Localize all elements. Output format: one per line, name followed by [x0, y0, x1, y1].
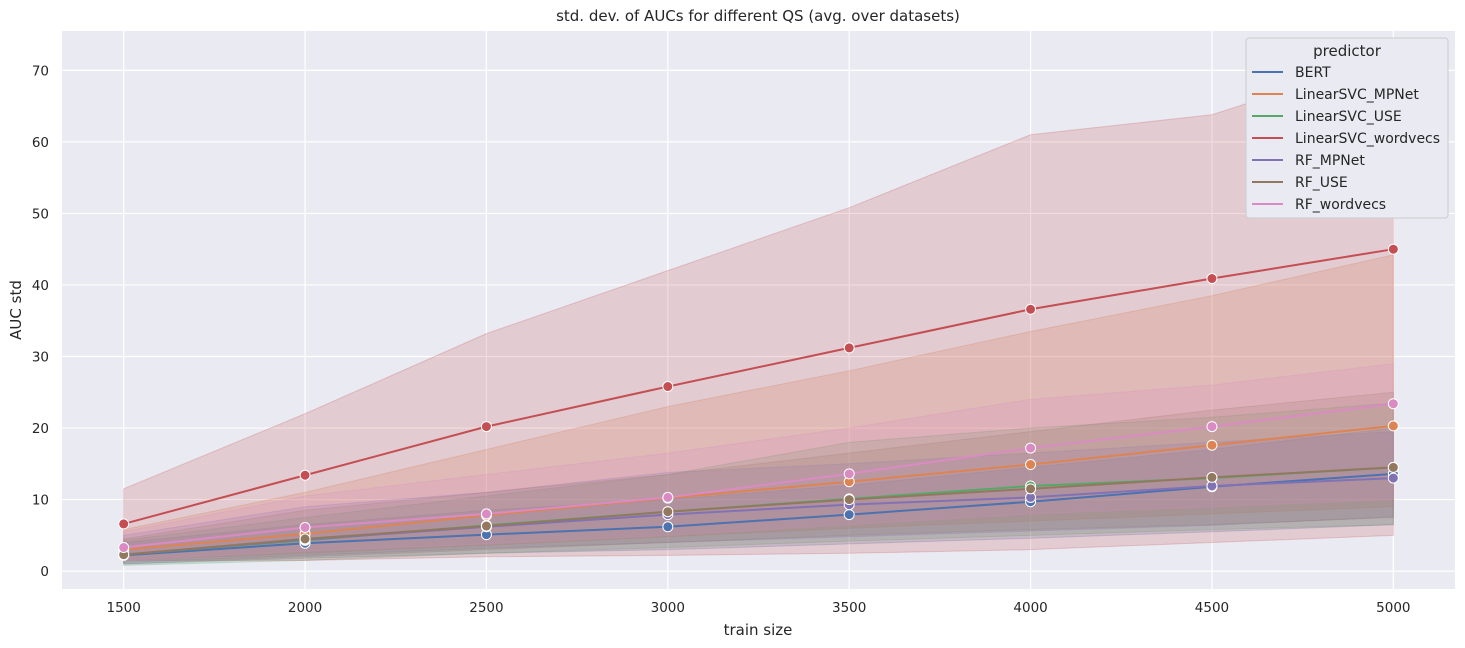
legend-label: LinearSVC_MPNet [1295, 87, 1419, 103]
x-tick-label: 2000 [288, 600, 322, 616]
legend-label: RF_wordvecs [1295, 197, 1386, 213]
point-linearsvc-mpnet [1025, 459, 1037, 471]
series-lines [123, 248, 1394, 557]
y-tick-label: 30 [32, 350, 49, 366]
legend-item-rf-use: RF_USE [1252, 175, 1348, 191]
x-axis-label: train size [724, 621, 793, 639]
legend-label: RF_MPNet [1295, 153, 1365, 169]
legend-label: LinearSVC_USE [1295, 109, 1402, 125]
series-markers [118, 243, 1399, 561]
point-rf-wordvecs [299, 521, 311, 533]
point-linearsvc-wordvecs [1206, 273, 1218, 285]
line-bert [123, 472, 1394, 557]
point-linearsvc-wordvecs [1025, 303, 1037, 315]
x-tick-label: 3000 [651, 600, 685, 616]
legend-item-rf-mpnet: RF_MPNet [1252, 153, 1365, 169]
legend: predictor BERT LinearSVC_MPNet LinearSVC_U… [1245, 37, 1449, 219]
point-linearsvc-wordvecs [1387, 243, 1399, 255]
point-rf-wordvecs [843, 468, 855, 480]
legend-item-linearsvc-wordvecs: LinearSVC_wordvecs [1252, 131, 1440, 147]
chart-title: std. dev. of AUCs for different QS (avg.… [556, 7, 960, 25]
point-rf-use [1206, 471, 1218, 483]
point-linearsvc-wordvecs [843, 342, 855, 354]
line-linearsvc-wordvecs [123, 248, 1394, 525]
point-bert [662, 521, 674, 533]
point-linearsvc-wordvecs [118, 518, 130, 530]
point-rf-use [1025, 483, 1037, 495]
line-linearsvc-mpnet [123, 424, 1394, 551]
y-tick-label: 20 [32, 421, 49, 437]
plot-area-background [62, 31, 1455, 589]
point-rf-wordvecs [662, 491, 674, 503]
point-rf-wordvecs [1206, 421, 1218, 433]
x-axis-ticks: 1500 2000 2500 3000 3500 4000 4500 5000 [106, 600, 1410, 616]
point-rf-use [662, 506, 674, 518]
ci-band-rf-wordvecs [123, 363, 1394, 561]
point-rf-mpnet [1387, 472, 1399, 484]
point-rf-use [480, 520, 492, 532]
point-rf-use [1387, 461, 1399, 473]
legend-label: BERT [1295, 65, 1331, 81]
x-tick-label: 1500 [106, 600, 140, 616]
ci-band-linearsvc-wordvecs [123, 55, 1394, 561]
x-tick-label: 5000 [1376, 600, 1410, 616]
point-rf-wordvecs [1025, 442, 1037, 454]
legend-item-rf-wordvecs: RF_wordvecs [1252, 197, 1386, 213]
point-linearsvc-wordvecs [299, 469, 311, 481]
y-tick-label: 70 [32, 63, 49, 79]
x-tick-label: 3500 [832, 600, 866, 616]
legend-item-bert: BERT [1252, 65, 1331, 81]
x-tick-label: 2500 [469, 600, 503, 616]
y-tick-label: 40 [32, 278, 49, 294]
y-tick-label: 0 [40, 564, 49, 580]
legend-label: RF_USE [1295, 175, 1348, 191]
point-linearsvc-wordvecs [480, 421, 492, 433]
legend-label: LinearSVC_wordvecs [1295, 131, 1440, 147]
point-rf-wordvecs [480, 508, 492, 520]
point-bert [843, 509, 855, 521]
y-axis-label: AUC std [7, 280, 25, 340]
point-linearsvc-wordvecs [662, 381, 674, 393]
legend-title: predictor [1313, 42, 1382, 60]
point-rf-wordvecs [118, 542, 130, 554]
y-tick-label: 50 [32, 206, 49, 222]
point-rf-use [843, 494, 855, 506]
ci-band-rf-use [123, 391, 1394, 565]
x-tick-label: 4000 [1013, 600, 1047, 616]
legend-box [1245, 37, 1449, 219]
y-tick-label: 10 [32, 493, 49, 509]
legend-item-linearsvc-mpnet: LinearSVC_MPNet [1252, 87, 1419, 103]
legend-item-linearsvc-use: LinearSVC_USE [1252, 109, 1402, 125]
line-rf-wordvecs [123, 402, 1394, 549]
point-rf-wordvecs [1387, 398, 1399, 410]
point-linearsvc-mpnet [1206, 439, 1218, 451]
point-linearsvc-mpnet [1387, 420, 1399, 432]
point-rf-use [299, 533, 311, 545]
x-tick-label: 4500 [1195, 600, 1229, 616]
y-tick-label: 60 [32, 135, 49, 151]
line-rf-use [123, 466, 1394, 556]
y-axis-ticks: 0 10 20 30 40 50 60 70 [32, 63, 49, 580]
